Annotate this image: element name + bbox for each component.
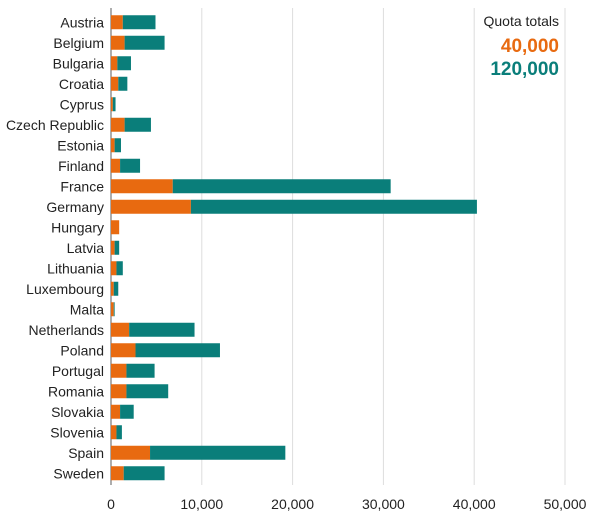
category-label: Spain [68,445,104,461]
bar-segment-40000 [111,179,173,194]
bar-segment-40000 [111,425,117,440]
category-label: Sweden [53,465,104,481]
bar-segment-120000 [120,404,134,419]
bar-segment-40000 [111,117,125,132]
bar-segment-120000 [116,261,123,276]
bar-segment-120000 [117,56,131,71]
bar-segment-120000 [118,76,128,91]
bar-segment-40000 [111,15,123,30]
bar-segment-40000 [111,158,121,173]
category-label: Finland [58,158,104,174]
category-labels: Austria Belgium Bulgaria Croatia Cyprus Czech… [6,14,104,481]
bar-segment-120000 [124,35,165,50]
bar-segment-40000 [111,97,113,112]
x-tick-label: 20,000 [271,496,314,512]
category-label: Estonia [57,137,104,153]
category-label: Poland [60,342,104,358]
bar-segment-120000 [190,199,477,214]
bar-segment-120000 [120,158,141,173]
bar-segment-120000 [123,466,165,481]
bar-segment-40000 [111,322,130,337]
bar-segment-40000 [111,261,117,276]
category-label: Germany [46,199,104,215]
bar-segment-120000 [114,138,121,153]
bar-segment-120000 [126,384,169,399]
bar-segment-40000 [111,35,125,50]
bar-segment-40000 [111,404,121,419]
bar-segment-120000 [150,445,286,460]
category-label: Netherlands [29,322,105,338]
bar-segment-40000 [111,302,114,317]
category-label: France [60,178,104,194]
category-label: Belgium [53,35,104,51]
category-label: Malta [70,301,104,317]
x-tick-labels: 0 10,000 20,000 30,000 40,000 50,000 [107,496,587,512]
bar-segment-120000 [116,425,122,440]
bar-segment-120000 [124,117,151,132]
bar-segment-40000 [111,220,120,235]
bar-segment-40000 [111,138,115,153]
x-tick-label: 40,000 [453,496,496,512]
bar-segment-120000 [122,15,156,30]
bar-segment-120000 [113,302,115,317]
bar-segment-40000 [111,445,151,460]
category-label: Slovakia [51,404,104,420]
category-label: Latvia [67,240,105,256]
category-label: Austria [60,14,104,30]
category-label: Bulgaria [53,55,105,71]
bar-segment-120000 [135,343,220,358]
bar-segment-120000 [114,240,120,255]
category-label: Slovenia [50,424,104,440]
legend-title: Quota totals [484,13,560,29]
x-tick-label: 30,000 [362,496,405,512]
category-label: Romania [48,383,104,399]
category-label: Lithuania [47,260,104,276]
bar-segment-40000 [111,240,115,255]
bar-segment-40000 [111,384,127,399]
bar-segment-120000 [126,363,155,378]
category-label: Hungary [51,219,104,235]
category-label: Portugal [52,363,104,379]
bar-segment-40000 [111,466,124,481]
bar-segment-40000 [111,343,136,358]
x-tick-label: 10,000 [180,496,223,512]
bar-segment-120000 [172,179,391,194]
category-label: Luxembourg [26,281,104,297]
bar-segment-120000 [113,281,119,296]
x-tick-label: 0 [107,496,115,512]
bar-segment-40000 [111,76,119,91]
category-label: Czech Republic [6,117,104,133]
bar-segment-40000 [111,281,114,296]
legend: Quota totals 40,000 120,000 [484,13,560,80]
category-label: Cyprus [60,96,104,112]
bar-segment-40000 [111,199,191,214]
category-label: Croatia [59,76,104,92]
bars [111,15,477,481]
bar-segment-120000 [129,322,195,337]
bar-segment-40000 [111,56,118,71]
legend-item-120000: 120,000 [490,59,559,80]
bar-segment-120000 [112,97,116,112]
legend-item-40000: 40,000 [501,36,559,57]
x-tick-label: 50,000 [544,496,587,512]
bar-segment-40000 [111,363,127,378]
